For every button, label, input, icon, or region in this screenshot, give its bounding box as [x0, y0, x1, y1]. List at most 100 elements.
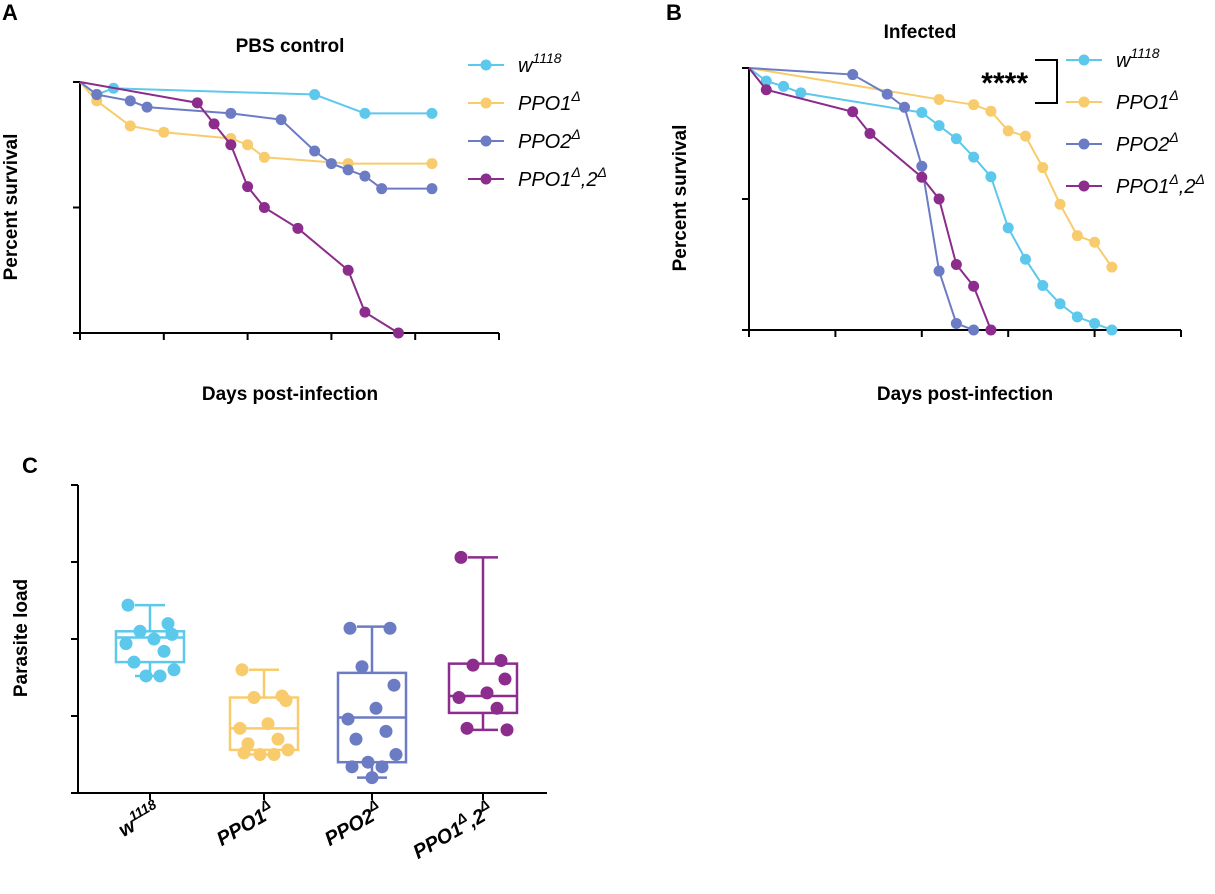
point-ppo1	[261, 717, 275, 731]
panel-a-y-axis-title: Percent survival	[1, 134, 22, 281]
point-ppo12	[452, 691, 466, 705]
panelb-point-w1118	[1106, 324, 1118, 336]
point-ppo12	[480, 686, 494, 700]
panel-letter-b: B	[666, 0, 682, 25]
panela-point-ppo2	[225, 107, 237, 119]
box-ppo12	[447, 662, 519, 715]
point-ppo2	[383, 621, 397, 635]
panelb-point-ppo12	[916, 171, 928, 183]
point-ppo1	[237, 746, 251, 760]
point-ppo2	[343, 621, 357, 635]
point-w1118	[161, 617, 175, 631]
panela-point-ppo12	[191, 97, 203, 109]
panela-point-ppo2	[426, 183, 438, 195]
panelb-point-ppo12	[933, 193, 945, 205]
point-ppo2	[365, 771, 379, 785]
point-ppo2	[389, 748, 403, 761]
panel-c-boxes	[114, 550, 519, 785]
panelb-legend-marker-ppo1	[1078, 96, 1090, 108]
panelb-legend-label-ppo12-tail: ,2	[1179, 176, 1196, 198]
panela-point-ppo2	[309, 145, 321, 157]
panela-point-ppo12	[359, 306, 371, 318]
point-ppo2	[387, 678, 401, 692]
panel-c-parasite-load: Parasite load w1118 PPO1Δ PPO2Δ PPO1Δ,2Δ	[11, 484, 547, 864]
panelb-point-ppo2	[847, 69, 859, 81]
panela-point-ppo2	[91, 89, 103, 101]
panela-legend-label-ppo1-base: PPO1	[518, 93, 571, 115]
point-ppo12	[494, 654, 508, 668]
point-ppo12	[500, 723, 514, 737]
panelb-point-ppo1	[1002, 125, 1014, 137]
panel-letter-a: A	[2, 0, 18, 25]
panelb-legend-label-ppo12: PPO1Δ,2Δ	[1116, 171, 1205, 198]
panelb-point-w1118	[760, 75, 772, 87]
panela-legend-label-ppo1: PPO1Δ	[518, 88, 581, 115]
panelb-point-ppo1	[985, 105, 997, 117]
panela-point-ppo1	[258, 151, 270, 163]
point-w1118	[147, 632, 161, 646]
point-ppo2	[341, 712, 355, 726]
panel-b-series	[748, 67, 1118, 336]
panelb-series-line-w1118	[748, 67, 1113, 331]
point-ppo12	[460, 721, 474, 735]
panelb-legend-label-ppo12-sup: Δ	[1168, 171, 1178, 187]
panelb-point-w1118	[968, 151, 980, 163]
panelb-point-ppo12	[847, 106, 859, 118]
panela-point-ppo1	[124, 120, 136, 132]
panelb-legend-label-ppo2-sup: Δ	[1168, 129, 1178, 145]
panel-b-significance-bracket	[1035, 59, 1058, 104]
panelb-point-ppo12	[864, 128, 876, 139]
category-label-ppo12-base: PPO1	[410, 818, 467, 864]
panela-legend-marker-ppo2	[480, 135, 492, 147]
point-ppo2	[379, 724, 393, 738]
point-ppo12	[466, 658, 480, 672]
panela-legend-label-w1118-base: w	[518, 55, 534, 77]
point-ppo1	[253, 748, 267, 761]
point-ppo1	[235, 663, 249, 677]
panelb-point-ppo12	[968, 280, 980, 292]
point-w1118	[167, 663, 181, 677]
panelb-point-ppo2	[968, 324, 980, 336]
panelb-legend-label-ppo1: PPO1Δ	[1116, 87, 1179, 114]
panela-point-ppo2	[376, 183, 388, 195]
point-w1118	[133, 624, 147, 638]
panelb-point-ppo12	[760, 84, 772, 96]
panela-point-ppo2	[124, 95, 136, 107]
panel-a-series	[79, 81, 438, 339]
category-label-w1118-sup: 1118	[126, 796, 159, 824]
panelb-point-ppo1	[933, 93, 945, 105]
panelb-legend-label-w1118: w1118	[1116, 45, 1160, 72]
point-w1118	[139, 669, 153, 683]
panelb-point-w1118	[985, 171, 997, 183]
panela-point-ppo2	[342, 164, 354, 176]
panel-b-x-axis-title: Days post-infection	[877, 384, 1053, 405]
point-w1118	[157, 644, 171, 658]
panelb-point-ppo2	[933, 265, 945, 277]
panelb-legend-label-ppo12-sup2: Δ	[1194, 171, 1204, 187]
panelb-legend-label-ppo12-base: PPO1	[1116, 176, 1169, 198]
point-ppo12	[454, 550, 468, 564]
panel-b-significance-label: ****	[981, 67, 1028, 100]
point-ppo2	[345, 760, 359, 774]
point-w1118	[121, 598, 135, 612]
panelb-point-w1118	[1089, 317, 1101, 329]
panela-point-ppo12	[242, 181, 254, 193]
panelb-point-ppo2	[881, 88, 893, 100]
panel-b-y-axis-title: Percent survival	[670, 125, 691, 272]
panela-point-ppo2	[325, 158, 337, 170]
panelb-point-w1118	[1019, 253, 1031, 265]
panel-a-title: PBS control	[236, 36, 345, 57]
panela-point-ppo2	[141, 101, 153, 113]
category-label-ppo1: PPO1Δ	[211, 796, 279, 851]
panela-legend-label-w1118-sup: 1118	[532, 50, 561, 66]
panela-point-ppo12	[342, 264, 354, 276]
panelb-point-w1118	[1071, 311, 1083, 323]
point-ppo12	[490, 701, 504, 715]
panela-legend-label-ppo2: PPO2Δ	[518, 126, 581, 153]
panela-legend-label-w1118: w1118	[518, 50, 562, 77]
panel-letter-c: C	[22, 453, 38, 478]
panela-point-ppo12	[225, 139, 237, 151]
panela-legend-label-ppo12-base: PPO1	[518, 169, 571, 191]
